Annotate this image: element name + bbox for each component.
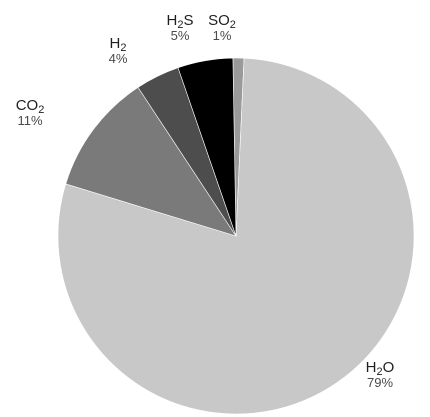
slice-percent-co2: 11%	[17, 113, 42, 128]
slice-label-co2: CO2	[16, 97, 45, 116]
pie-slice-h2s	[177, 57, 237, 237]
slice-label-h2s: H2S	[167, 12, 194, 31]
slice-percent-h2s: 5%	[171, 28, 190, 43]
slice-percent-so2: 1%	[213, 28, 232, 43]
pie-slice-co2	[65, 86, 237, 237]
slice-label-h2: H2	[110, 35, 127, 54]
slice-percent-h2o: 79%	[367, 375, 393, 390]
slice-percent-h2: 4%	[109, 51, 128, 66]
slice-label-h2o: H2O	[366, 359, 395, 378]
slice-label-so2: SO2	[208, 12, 236, 31]
